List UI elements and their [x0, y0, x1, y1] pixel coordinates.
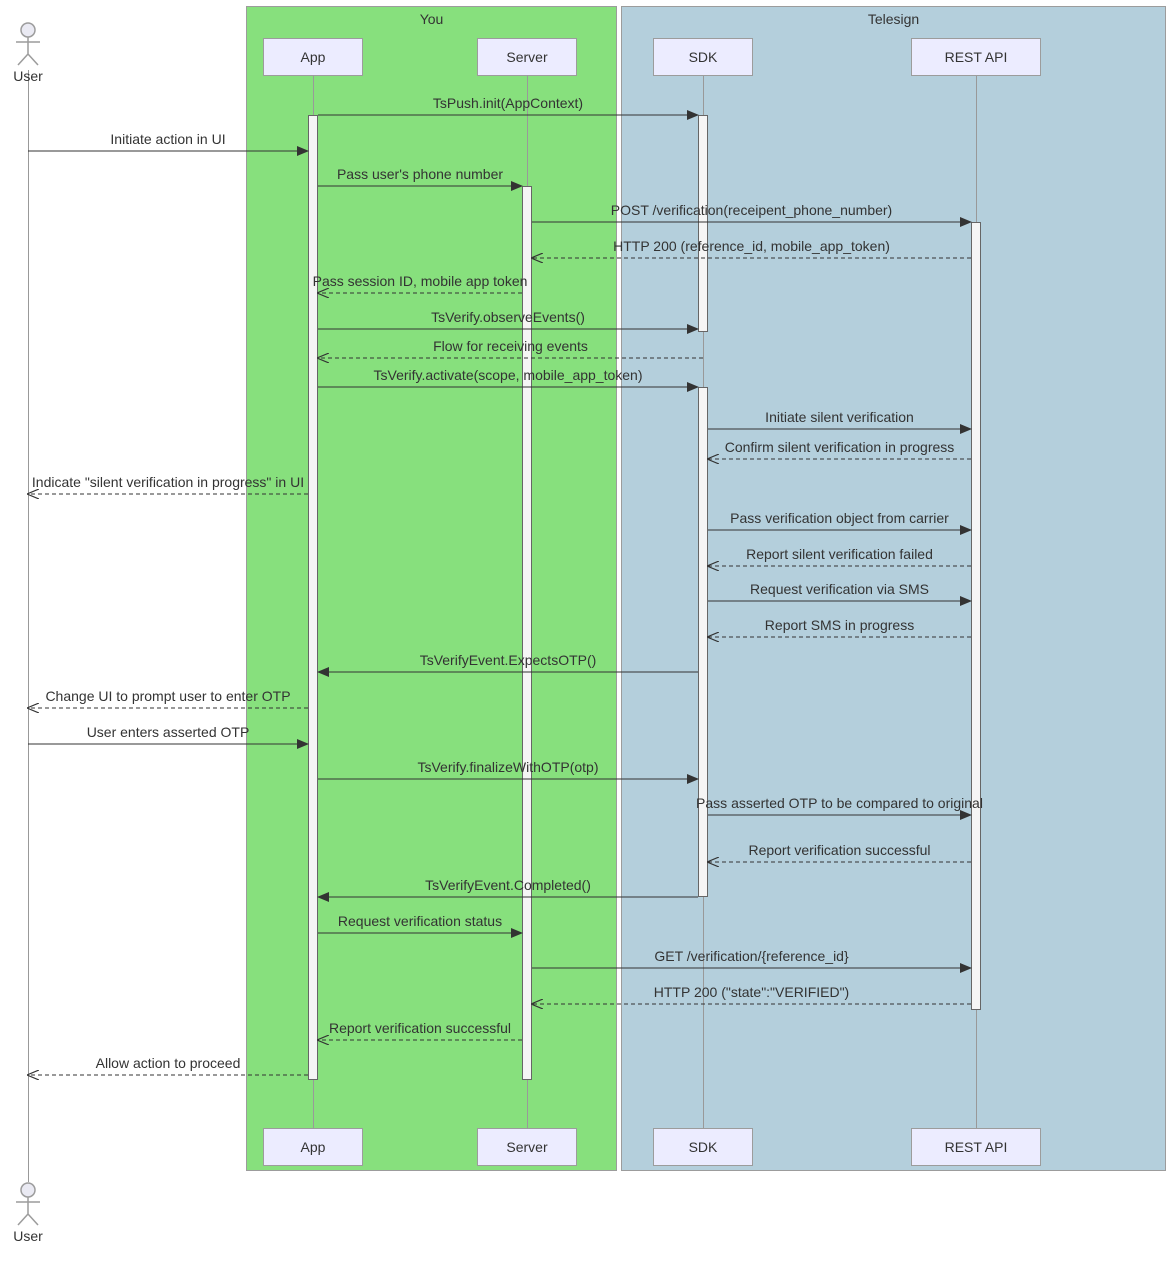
participant-label-app: App — [301, 49, 326, 65]
message-label-1: Initiate action in UI — [110, 131, 225, 147]
message-label-8: TsVerify.activate(scope, mobile_app_toke… — [374, 367, 643, 383]
message-label-16: TsVerifyEvent.ExpectsOTP() — [420, 652, 597, 668]
user-icon — [14, 22, 42, 66]
actor-user-bottom: User — [0, 1182, 58, 1244]
actor-label-user: User — [13, 1228, 43, 1244]
message-label-18: User enters asserted OTP — [87, 724, 250, 740]
message-label-27: Allow action to proceed — [96, 1055, 241, 1071]
actor-label-user: User — [13, 68, 43, 84]
message-label-25: HTTP 200 ("state":"VERIFIED") — [654, 984, 849, 1000]
participant-label-api: REST API — [945, 1139, 1008, 1155]
sequence-diagram: YouTelesignTsPush.init(AppContext)Initia… — [0, 0, 1173, 1278]
message-label-13: Report silent verification failed — [746, 546, 933, 562]
participant-label-app: App — [301, 1139, 326, 1155]
participant-sdk-bottom: SDK — [653, 1128, 753, 1166]
participant-server-top: Server — [477, 38, 577, 76]
message-label-14: Request verification via SMS — [750, 581, 929, 597]
arrows-layer — [0, 0, 1173, 1278]
message-label-17: Change UI to prompt user to enter OTP — [45, 688, 290, 704]
participant-api-bottom: REST API — [911, 1128, 1041, 1166]
message-label-10: Confirm silent verification in progress — [725, 439, 955, 455]
participant-app-bottom: App — [263, 1128, 363, 1166]
message-label-21: Report verification successful — [748, 842, 930, 858]
message-label-19: TsVerify.finalizeWithOTP(otp) — [417, 759, 598, 775]
message-label-9: Initiate silent verification — [765, 409, 914, 425]
participant-label-server: Server — [506, 49, 547, 65]
participant-label-sdk: SDK — [689, 49, 718, 65]
message-label-20: Pass asserted OTP to be compared to orig… — [696, 795, 983, 811]
message-label-22: TsVerifyEvent.Completed() — [425, 877, 591, 893]
message-label-3: POST /verification(receipent_phone_numbe… — [611, 202, 892, 218]
message-label-4: HTTP 200 (reference_id, mobile_app_token… — [613, 238, 890, 254]
message-label-6: TsVerify.observeEvents() — [431, 309, 585, 325]
participant-server-bottom: Server — [477, 1128, 577, 1166]
participant-app-top: App — [263, 38, 363, 76]
message-label-5: Pass session ID, mobile app token — [313, 273, 528, 289]
participant-api-top: REST API — [911, 38, 1041, 76]
message-label-11: Indicate "silent verification in progres… — [32, 474, 304, 490]
message-label-15: Report SMS in progress — [765, 617, 914, 633]
actor-user-top: User — [0, 22, 58, 84]
participant-sdk-top: SDK — [653, 38, 753, 76]
message-label-24: GET /verification/{reference_id} — [654, 948, 848, 964]
message-label-12: Pass verification object from carrier — [730, 510, 949, 526]
participant-label-sdk: SDK — [689, 1139, 718, 1155]
participant-label-api: REST API — [945, 49, 1008, 65]
message-label-0: TsPush.init(AppContext) — [433, 95, 583, 111]
message-label-2: Pass user's phone number — [337, 166, 503, 182]
message-label-7: Flow for receiving events — [433, 338, 588, 354]
participant-label-server: Server — [506, 1139, 547, 1155]
message-label-26: Report verification successful — [329, 1020, 511, 1036]
user-icon — [14, 1182, 42, 1226]
message-label-23: Request verification status — [338, 913, 502, 929]
